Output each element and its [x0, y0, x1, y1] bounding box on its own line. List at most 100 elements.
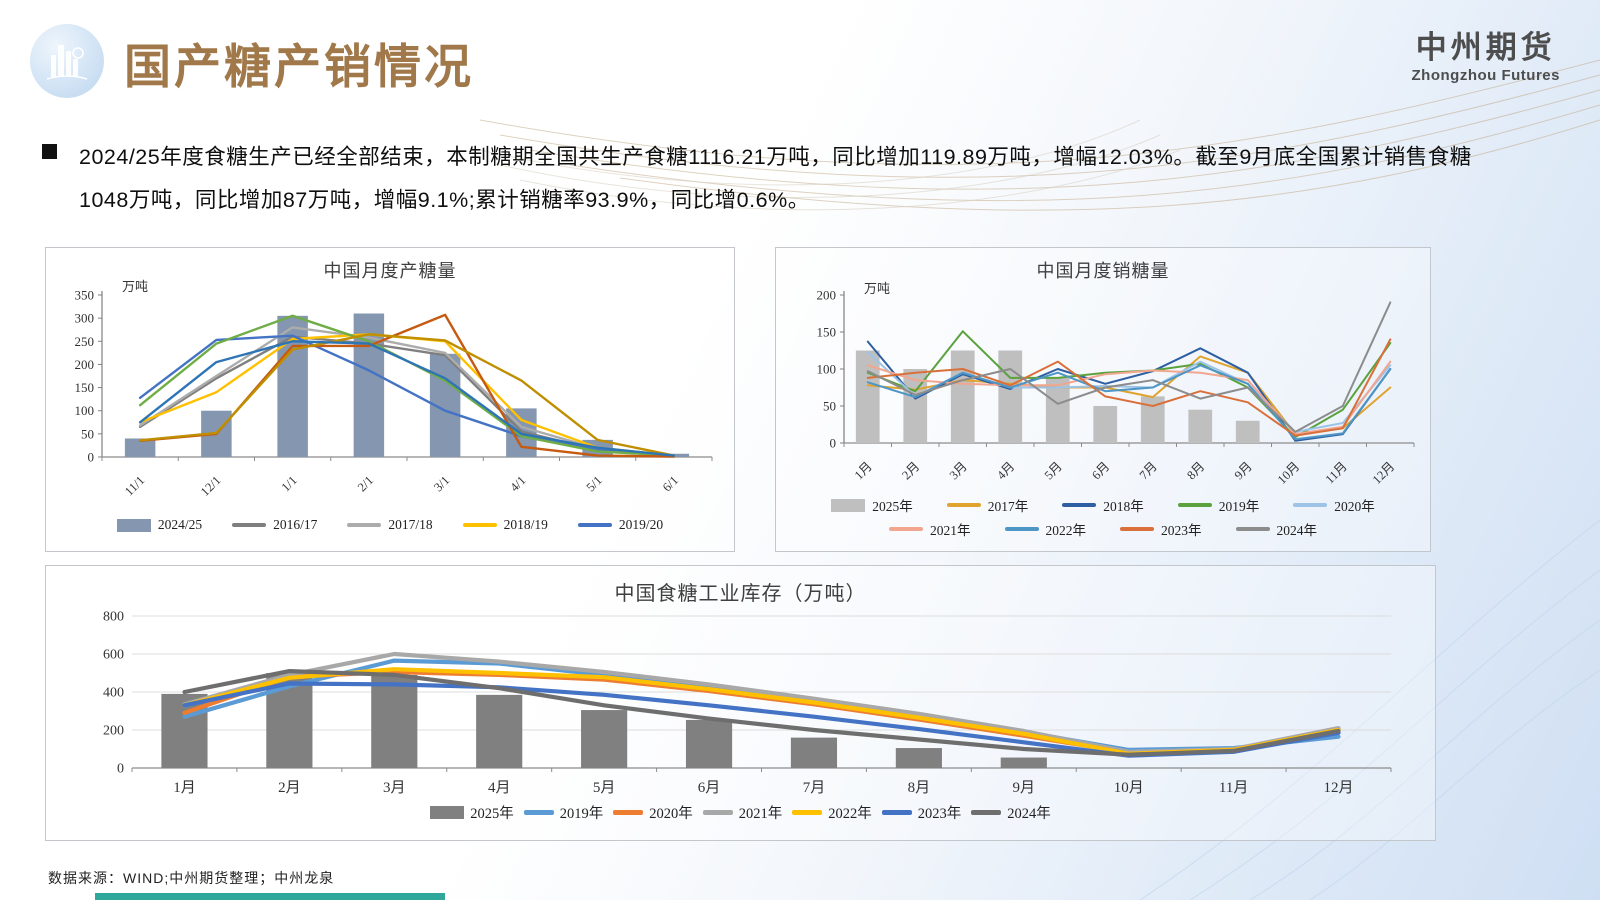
legend-line-swatch	[1177, 503, 1212, 507]
svg-text:2月: 2月	[899, 459, 922, 482]
svg-text:6月: 6月	[1089, 459, 1112, 482]
legend-line-swatch	[577, 523, 612, 527]
production-chart-plot: 0 50 100 150 200 250 300 350 11/1 12/1 1/1 2/1 3/1 4/…	[75, 288, 713, 499]
svg-text:5/1: 5/1	[584, 473, 605, 494]
svg-text:7月: 7月	[1137, 459, 1160, 482]
legend-label: 2022年	[828, 806, 872, 822]
svg-text:3/1: 3/1	[431, 473, 452, 494]
bullet-square-icon	[42, 144, 57, 159]
svg-text:6月: 6月	[698, 780, 721, 796]
svg-text:11月: 11月	[1219, 780, 1248, 796]
svg-text:50: 50	[81, 426, 94, 441]
svg-text:4月: 4月	[994, 459, 1017, 482]
svg-text:400: 400	[103, 686, 124, 701]
legend-line-swatch	[1293, 503, 1328, 507]
y-axis-unit-production: 万吨	[122, 279, 149, 294]
svg-text:2/1: 2/1	[355, 473, 376, 494]
legend-line-swatch	[1062, 503, 1097, 507]
svg-text:10月: 10月	[1275, 459, 1303, 487]
legend-item: 2018/19	[462, 517, 548, 533]
legend-label: 2022年	[1045, 523, 1087, 538]
legend-item: 2024年	[971, 802, 1051, 823]
legend-item: 2020年	[1293, 495, 1375, 515]
legend-label: 2019年	[1218, 499, 1260, 514]
brand-name-cn: 中州期货	[1415, 30, 1556, 65]
brand-name-en: Zhongzhou Futures	[1411, 66, 1560, 84]
legend-line-swatch	[792, 810, 823, 815]
monthly-sales-chart-panel: 中国月度销糖量 万吨 0 50 100 150 200 1月 2月 3月 4月 5月 6月 7月 8月 9…	[775, 247, 1431, 552]
legend-line-swatch	[232, 523, 267, 527]
legend-item: 2017年	[946, 495, 1029, 515]
sales-chart-plot: 0 50 100 150 200 1月 2月 3月 4月 5月 6月 7月 8月 9月 10月 11月 12月	[817, 288, 1415, 487]
legend-label: 2024年	[1276, 523, 1318, 538]
svg-text:10月: 10月	[1114, 780, 1144, 796]
svg-text:350: 350	[75, 288, 95, 303]
svg-text:12/1: 12/1	[198, 473, 224, 499]
chart-title-sales: 中国月度销糖量	[1036, 261, 1170, 281]
svg-text:9月: 9月	[1232, 459, 1255, 482]
legend-item: 2016/17	[232, 517, 317, 533]
svg-text:4/1: 4/1	[507, 473, 528, 494]
legend-item: 2025年	[430, 802, 514, 823]
svg-text:150: 150	[817, 325, 837, 340]
legend-label: 2020年	[649, 806, 693, 822]
legend-label: 2023年	[1161, 523, 1202, 538]
legend-label: 2018年	[1103, 499, 1144, 514]
svg-text:300: 300	[75, 311, 95, 326]
svg-text:3月: 3月	[383, 780, 406, 796]
y-axis-unit-sales: 万吨	[864, 281, 891, 296]
legend-label: 2017年	[987, 499, 1029, 514]
legend-item: 2023年	[1120, 519, 1202, 539]
industrial-inventory-chart-panel: 中国食糖工业库存（万吨） 0 200 400 600 800 1月 2月 3月 4月 5月 6月 7月…	[45, 565, 1436, 841]
legend-label: 2023年	[917, 806, 962, 822]
legend-line-swatch	[946, 503, 981, 507]
svg-text:1/1: 1/1	[279, 473, 300, 494]
legend-line-swatch	[971, 810, 1002, 815]
legend-line-swatch	[613, 810, 644, 815]
legend-label: 2021年	[738, 806, 783, 822]
legend-label: 2019年	[559, 806, 604, 822]
legend-label: 2025年	[872, 499, 913, 514]
svg-text:6/1: 6/1	[660, 473, 681, 494]
svg-text:12月: 12月	[1324, 780, 1354, 796]
page-title: 国产糖产销情况	[124, 40, 474, 93]
legend-label: 2019/20	[618, 517, 664, 532]
legend-line-swatch	[347, 523, 382, 527]
svg-text:0: 0	[117, 762, 124, 777]
legend-line-swatch	[1004, 527, 1039, 531]
legend-label: 2024/25	[157, 517, 203, 532]
svg-text:50: 50	[823, 399, 836, 414]
legend-label: 2021年	[930, 523, 971, 538]
svg-text:200: 200	[75, 357, 95, 372]
svg-text:600: 600	[103, 648, 124, 663]
production-chart-legend: 2024/25 2016/17 2017/18 2018/19 2019/20	[46, 517, 734, 533]
legend-line-swatch	[1235, 527, 1270, 531]
summary-block: 2024/25年度食糖生产已经全部结束，本制糖期全国共生产食糖1116.21万吨…	[42, 136, 1502, 222]
svg-text:800: 800	[103, 610, 124, 625]
legend-item: 2019年	[1177, 495, 1260, 515]
data-source-note: 数据来源：WIND;中州期货整理；中州龙泉	[48, 870, 335, 886]
svg-text:150: 150	[75, 380, 95, 395]
legend-bar-swatch	[430, 806, 465, 819]
legend-item: 2022年	[1004, 519, 1087, 539]
inventory-chart-plot: 0 200 400 600 800 1月 2月 3月 4月 5月 6月 7月 8月 9月 10月 11月 12月	[103, 610, 1392, 796]
chart-title-production: 中国月度产糖量	[323, 261, 457, 281]
chart-title-inventory: 中国食糖工业库存（万吨）	[614, 583, 867, 605]
legend-item: 2020年	[613, 802, 693, 823]
legend-item: 2021年	[889, 519, 971, 539]
svg-text:0: 0	[830, 436, 837, 451]
legend-item: 2024年	[1235, 519, 1318, 539]
svg-text:1月: 1月	[173, 780, 196, 796]
legend-label: 2016/17	[273, 517, 318, 532]
svg-text:100: 100	[817, 362, 837, 377]
legend-bar-swatch	[831, 498, 866, 512]
footer-accent-bar	[95, 893, 445, 900]
legend-item: 2019/20	[577, 517, 664, 533]
legend-item: 2024/25	[116, 517, 203, 533]
svg-text:5月: 5月	[593, 780, 616, 796]
svg-text:3月: 3月	[947, 459, 970, 482]
summary-text: 2024/25年度食糖生产已经全部结束，本制糖期全国共生产食糖1116.21万吨…	[79, 145, 1472, 212]
legend-item: 2023年	[881, 802, 962, 823]
svg-text:250: 250	[75, 334, 95, 349]
svg-text:8月: 8月	[1184, 459, 1207, 482]
